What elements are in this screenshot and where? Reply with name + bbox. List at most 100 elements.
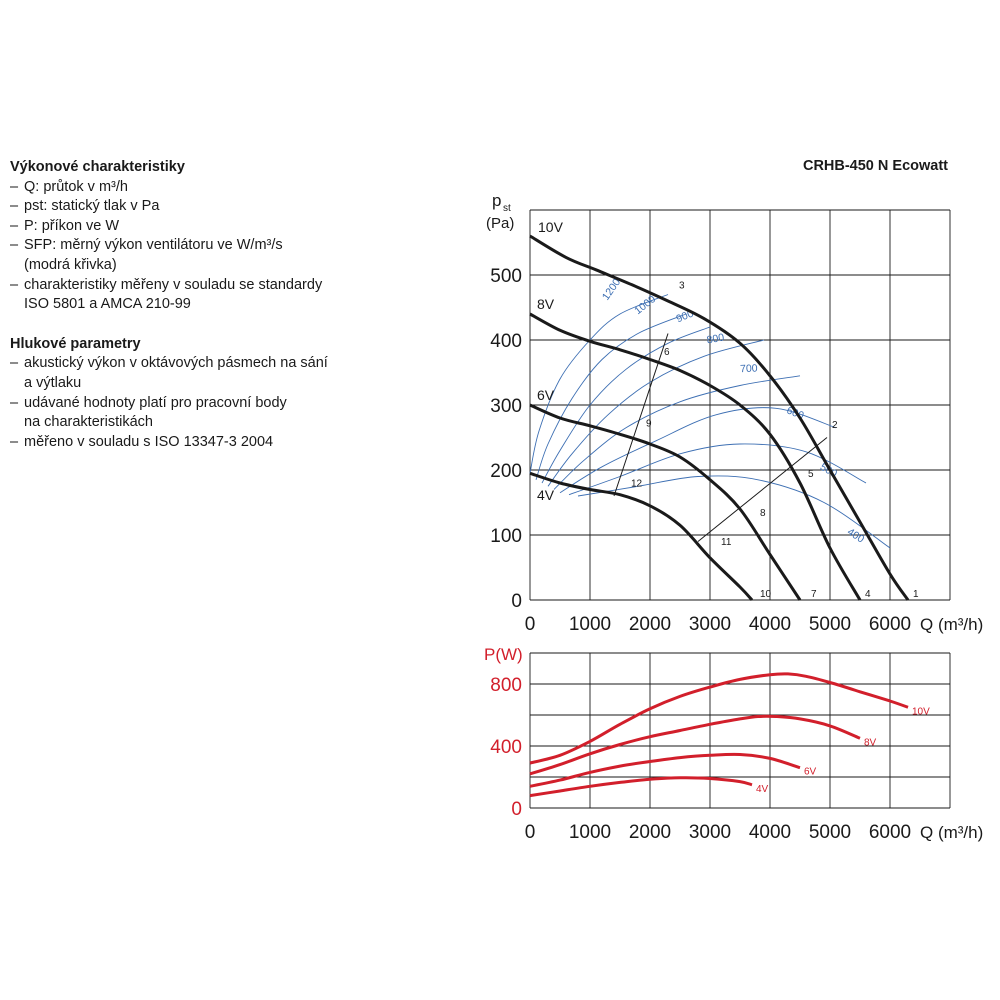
y-tick-label: 100	[490, 526, 522, 547]
noise-item-text: na charakteristikách	[24, 414, 153, 431]
noise-item-text: udávané hodnoty platí pro pracovní body	[24, 394, 287, 411]
performance-item-line: – P: příkon ve W	[10, 217, 390, 237]
operating-point-label: 8	[760, 508, 766, 519]
power-curve-8V	[529, 714, 861, 776]
performance-item-text: pst: statický tlak v Pa	[24, 198, 160, 215]
operating-point-label: 5	[808, 469, 814, 480]
power-curve-10V	[529, 672, 909, 765]
x-tick-label: 5000	[809, 614, 851, 635]
x-tick-label: 3000	[689, 614, 731, 635]
x-axis-label: Q (m³/h)	[920, 823, 983, 842]
operating-point-label: 9	[646, 419, 652, 430]
noise-item-line: a výtlaku	[10, 374, 390, 394]
noise-item-line: – akustický výkon v oktávových pásmech na…	[10, 354, 390, 374]
x-tick-label: 4000	[749, 614, 791, 635]
operating-point-label: 3	[679, 280, 685, 291]
sfp-curve	[535, 313, 687, 480]
operating-point-label: 4	[865, 589, 871, 600]
operating-point-label: 11	[721, 537, 732, 548]
sfp-curve	[553, 375, 801, 490]
pressure-curve-4V	[529, 471, 754, 602]
y-tick-label: 500	[490, 266, 522, 287]
performance-item-text: ISO 5801 a AMCA 210-99	[24, 296, 191, 313]
x-tick-label: 0	[525, 822, 536, 843]
power-series-label-6V: 6V	[804, 767, 817, 778]
y-tick-label: 400	[490, 737, 522, 758]
x-tick-label: 6000	[869, 614, 911, 635]
x-axis-label: Q (m³/h)	[920, 615, 983, 634]
y-tick-label: 200	[490, 461, 522, 482]
noise-item-text: měřeno v souladu s ISO 13347-3 2004	[24, 433, 274, 450]
pressure-grid	[529, 209, 951, 601]
y-tick-label: 0	[511, 591, 522, 612]
sfp-label: 500	[818, 461, 839, 480]
performance-item-text: SFP: měrný výkon ventilátoru ve W/m³/s	[24, 237, 283, 254]
y-axis-label-subscript: st	[503, 203, 511, 214]
y-axis-label: P(W)	[484, 645, 523, 664]
y-tick-label: 800	[490, 675, 522, 696]
sfp-label: 800	[706, 332, 725, 347]
performance-item-line: – SFP: měrný výkon ventilátoru ve W/m³/s	[10, 236, 390, 256]
sfp-curve	[568, 443, 867, 496]
power-curve-6V	[529, 752, 801, 788]
performance-item-line: – Q: průtok v m³/h	[10, 178, 390, 198]
x-tick-label: 3000	[689, 822, 731, 843]
pressure-curve-10V	[529, 234, 910, 601]
x-tick-label: 5000	[809, 822, 851, 843]
y-tick-label: 0	[511, 799, 522, 820]
list-dash: –	[10, 394, 19, 411]
system-curves	[613, 333, 828, 542]
y-axis-label: p	[492, 191, 501, 210]
noise-item-text: akustický výkon v oktávových pásmech na …	[24, 355, 328, 372]
performance-title: Výkonové charakteristiky	[10, 159, 185, 175]
x-tick-label: 1000	[569, 614, 611, 635]
operating-point-label: 6	[664, 347, 670, 358]
system-curve	[613, 333, 669, 497]
power-curves	[529, 672, 909, 798]
list-dash: –	[10, 237, 19, 254]
list-dash: –	[10, 433, 19, 450]
performance-item-text: P: příkon ve W	[24, 217, 120, 234]
x-tick-label: 4000	[749, 822, 791, 843]
series-label-8V: 8V	[537, 296, 555, 312]
noise-item-text: a výtlaku	[24, 374, 82, 391]
pressure-curve-6V	[529, 403, 802, 601]
noise-item-line: – měřeno v souladu s ISO 13347-3 2004	[10, 433, 390, 453]
noise-list: – akustický výkon v oktávových pásmech na…	[10, 354, 390, 452]
x-tick-label: 1000	[569, 822, 611, 843]
power-series-label-10V: 10V	[912, 706, 930, 717]
operating-point-label: 10	[760, 589, 772, 600]
sfp-label: 700	[740, 362, 758, 375]
operating-point-label: 7	[811, 589, 817, 600]
list-dash: –	[10, 217, 19, 234]
series-label-4V: 4V	[537, 487, 555, 503]
performance-item-line: ISO 5801 a AMCA 210-99	[10, 295, 390, 315]
x-tick-label: 6000	[869, 822, 911, 843]
x-tick-label: 2000	[629, 614, 671, 635]
sfp-curve	[529, 294, 669, 474]
list-dash: –	[10, 355, 19, 372]
noise-item-line: na charakteristikách	[10, 413, 390, 433]
y-tick-label: 400	[490, 331, 522, 352]
system-curve	[697, 437, 828, 542]
performance-item-line: – charakteristiky měřeny v souladu se sta…	[10, 276, 390, 296]
sfp-curve	[577, 475, 891, 549]
description-panel: Výkonové charakteristiky – Q: průtok v m³…	[10, 158, 390, 452]
sfp-label: 1000	[632, 293, 658, 317]
sfp-curve	[547, 339, 765, 487]
list-dash: –	[10, 198, 19, 215]
list-dash: –	[10, 178, 19, 195]
pressure-curve-8V	[529, 312, 862, 601]
power-series-label-8V: 8V	[864, 737, 877, 748]
performance-item-text: (modrá křivka)	[24, 256, 117, 273]
performance-item-text: Q: průtok v m³/h	[24, 178, 128, 195]
series-label-10V: 10V	[538, 219, 564, 235]
x-tick-label: 0	[525, 614, 536, 635]
performance-item-line: (modrá křivka)	[10, 256, 390, 276]
performance-list: – Q: průtok v m³/h – pst: statický tlak v P…	[10, 178, 390, 315]
power-grid	[529, 652, 951, 809]
operating-point-label: 1	[913, 589, 919, 600]
power-curve-4V	[529, 776, 753, 798]
